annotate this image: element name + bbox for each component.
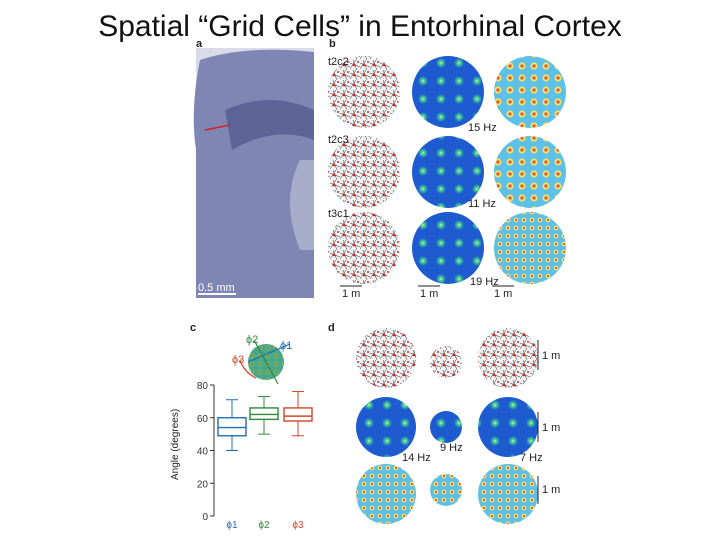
rate-label-t3c1: 19 Hz — [470, 276, 499, 288]
autocorrelogram-t2c2 — [494, 56, 566, 128]
phi3-diagram-label: ϕ3 — [232, 354, 245, 366]
scale-label-b2: 1 m — [420, 288, 439, 300]
box-2 — [249, 407, 279, 421]
x-tick-label-1: ϕ1 — [226, 520, 238, 531]
cell-label-t2c2: t2c2 — [328, 56, 349, 68]
panel-b-maps — [328, 56, 566, 284]
scale-label-b3: 1 m — [494, 288, 513, 300]
trajectory-map-d1 — [356, 328, 416, 388]
rate-label-d3: 7 Hz — [520, 452, 543, 464]
box-3 — [283, 407, 313, 422]
y-tick-label-4: 80 — [197, 381, 209, 392]
panel-b-label: b — [329, 38, 336, 50]
y-tick-label-0: 0 — [202, 512, 208, 523]
y-tick-label-3: 60 — [197, 414, 209, 425]
cell-label-t2c3: t2c3 — [328, 134, 349, 146]
slide-title: Spatial “Grid Cells” in Entorhinal Corte… — [98, 10, 622, 43]
phi1-diagram-label: ϕ1 — [280, 340, 293, 352]
rate-map-t2c2 — [412, 56, 484, 128]
trajectory-map-t2c3 — [328, 136, 400, 208]
autocorrelogram-d2 — [430, 474, 462, 506]
rate-label-t2c3: 11 Hz — [468, 198, 496, 210]
rate-label-d1: 14 Hz — [402, 452, 431, 464]
rate-map-t3c1 — [412, 212, 484, 284]
x-tick-label-2: ϕ2 — [258, 520, 270, 531]
y-tick-label-1: 20 — [197, 479, 209, 490]
autocorrelogram-d3 — [478, 464, 538, 524]
rate-map-d1 — [356, 397, 416, 457]
rate-label-d2: 9 Hz — [440, 442, 463, 454]
rate-map-d3 — [478, 397, 538, 457]
scale-label-b1: 1 m — [342, 288, 361, 300]
scale-label-d2: 1 m — [542, 422, 561, 434]
trajectory-map-d2 — [430, 346, 462, 378]
x-tick-label-3: ϕ3 — [292, 520, 304, 531]
rate-map-d2 — [430, 411, 462, 443]
rate-map-t2c3 — [412, 136, 484, 208]
panel-c-label: c — [190, 322, 197, 334]
autocorrelogram-d1 — [356, 464, 416, 524]
panel-a-label: a — [196, 38, 203, 50]
trajectory-map-d3 — [478, 328, 538, 388]
y-axis-title: Angle (degrees) — [170, 408, 181, 480]
panel-d-label: d — [328, 322, 335, 334]
scale-label-a: 0.5 mm — [198, 282, 235, 294]
phi-diagram — [239, 339, 291, 385]
phi2-diagram-label: ϕ2 — [246, 334, 259, 346]
y-tick-label-2: 40 — [197, 447, 209, 458]
trajectory-map-t3c1 — [328, 212, 400, 284]
brain-section-image — [193, 48, 314, 298]
autocorrelogram-t2c3 — [494, 136, 566, 208]
angle-boxplot: 0 20 40 60 80 ϕ1 ϕ2 ϕ3 — [197, 381, 313, 531]
panel-d-maps — [356, 328, 538, 524]
scale-label-d3: 1 m — [542, 484, 561, 496]
autocorrelogram-t3c1 — [494, 212, 566, 284]
trajectory-map-t2c2 — [328, 56, 400, 128]
cell-label-t3c1: t3c1 — [328, 208, 349, 220]
rate-label-t2c2: 15 Hz — [468, 122, 497, 134]
scale-label-d1: 1 m — [542, 350, 561, 362]
box-1 — [217, 417, 247, 437]
